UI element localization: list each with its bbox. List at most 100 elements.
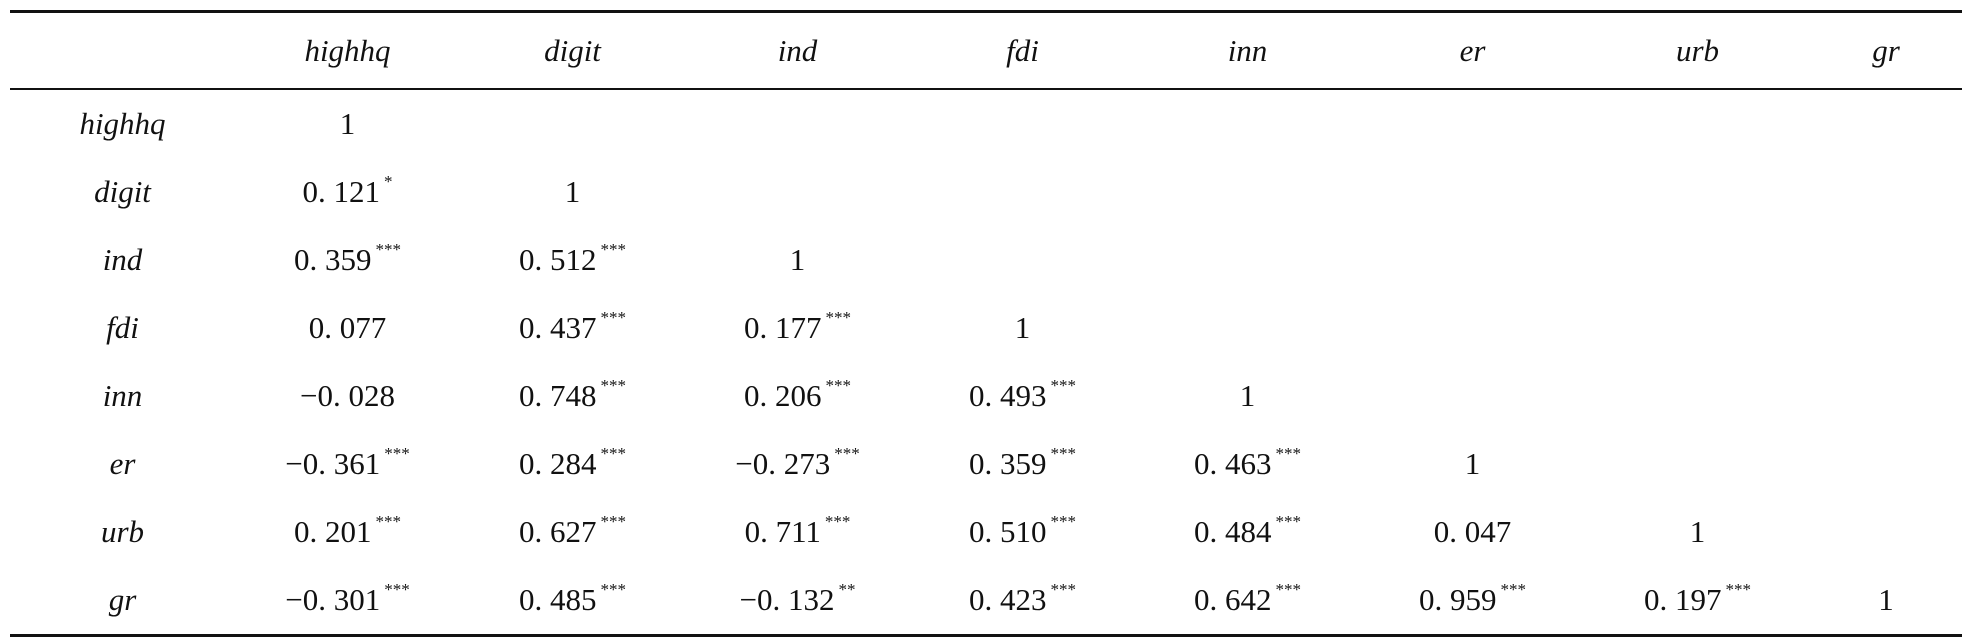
table-row: er −0. 361 *** 0. 284 *** −0. 273 *** 0. 359 ***… [10, 430, 1962, 498]
cell-value: 0. 197 [1644, 582, 1722, 617]
significance-stars: *** [600, 579, 627, 599]
table-cell: 0. 284 *** [460, 430, 685, 498]
significance-stars: *** [375, 511, 402, 531]
cell-value: 1 [789, 242, 806, 277]
cell-value: 0. 206 [744, 378, 822, 413]
cell-value: −0. 028 [300, 378, 395, 413]
header-corner-cell [10, 10, 235, 90]
cell-value: −0. 301 [285, 582, 381, 617]
significance-stars: *** [1275, 443, 1302, 463]
column-header-ind: ind [685, 10, 910, 90]
table-row: ind 0. 359 *** 0. 512 *** 1 [10, 226, 1962, 294]
table-cell: 0. 201 *** [235, 498, 460, 566]
table-cell: 1 [1135, 362, 1360, 430]
table-cell: −0. 273 *** [685, 430, 910, 498]
column-header-gr: gr [1810, 10, 1962, 90]
significance-stars: *** [1050, 443, 1077, 463]
table-cell [1135, 226, 1360, 294]
table-row: fdi 0. 077 0. 437 *** 0. 177 *** 1 [10, 294, 1962, 362]
table-cell: 0. 512 *** [460, 226, 685, 294]
significance-stars: *** [1500, 579, 1527, 599]
table-cell: 0. 047 [1360, 498, 1585, 566]
table-cell: 0. 711 *** [685, 498, 910, 566]
table-cell: 0. 493 *** [910, 362, 1135, 430]
table-cell: 0. 485 *** [460, 566, 685, 637]
table-cell: 0. 177 *** [685, 294, 910, 362]
cell-value: 0. 077 [308, 310, 387, 345]
table-cell: 0. 959 *** [1360, 566, 1585, 637]
significance-stars: *** [384, 579, 410, 599]
table-cell: 0. 627 *** [460, 498, 685, 566]
table-cell [1585, 89, 1810, 158]
table-cell [1135, 294, 1360, 362]
table-cell [1810, 294, 1962, 362]
cell-value: 0. 627 [519, 514, 597, 549]
significance-stars: *** [600, 239, 627, 259]
table-cell: 0. 121 * [235, 158, 460, 226]
cell-value: 1 [1014, 310, 1031, 345]
significance-stars: *** [375, 239, 402, 259]
table-cell: 0. 206 *** [685, 362, 910, 430]
cell-value: 1 [339, 106, 356, 141]
significance-stars: *** [1275, 579, 1302, 599]
significance-stars: * [384, 171, 393, 191]
significance-stars: *** [825, 375, 852, 395]
cell-value: 0. 177 [744, 310, 822, 345]
row-header-urb: urb [100, 514, 145, 549]
cell-value: 1 [1878, 582, 1894, 617]
cell-value: −0. 273 [735, 446, 831, 481]
table-cell [685, 89, 910, 158]
significance-stars: *** [600, 443, 627, 463]
significance-stars: *** [384, 443, 410, 463]
table-cell [1810, 158, 1962, 226]
table-cell [1585, 226, 1810, 294]
cell-value: 0. 642 [1194, 582, 1272, 617]
table-row: urb 0. 201 *** 0. 627 *** 0. 711 *** 0. 510 *** 0… [10, 498, 1962, 566]
row-header-er: er [109, 446, 136, 481]
header-row: highhq digit ind fdi inn er urb gr [10, 10, 1962, 90]
table-cell [1585, 158, 1810, 226]
significance-stars: *** [824, 511, 851, 531]
cell-value: 0. 284 [519, 446, 597, 481]
table-row: highhq 1 [10, 89, 1962, 158]
column-header-digit: digit [460, 10, 685, 90]
significance-stars: *** [1725, 579, 1752, 599]
table-cell: 0. 463 *** [1135, 430, 1360, 498]
significance-stars: *** [834, 443, 860, 463]
row-header-ind: ind [102, 242, 143, 277]
cell-value: 0. 463 [1194, 446, 1272, 481]
table-row: inn −0. 028 0. 748 *** 0. 206 *** 0. 493 *** 1 [10, 362, 1962, 430]
cell-value: 0. 121 [302, 174, 381, 209]
significance-stars: *** [1050, 579, 1077, 599]
significance-stars: ** [838, 579, 856, 599]
table-cell: 1 [1810, 566, 1962, 637]
significance-stars: *** [600, 375, 627, 395]
table-cell: 1 [1585, 498, 1810, 566]
table-header: highhq digit ind fdi inn er urb gr [10, 10, 1962, 90]
table-cell: 0. 437 *** [460, 294, 685, 362]
table-cell [1360, 294, 1585, 362]
table-cell: 0. 484 *** [1135, 498, 1360, 566]
table-cell: −0. 301 *** [235, 566, 460, 637]
significance-stars: *** [600, 511, 627, 531]
row-header-highhq: highhq [79, 106, 166, 141]
cell-value: 0. 485 [519, 582, 597, 617]
table-cell [1810, 362, 1962, 430]
table-cell: 0. 748 *** [460, 362, 685, 430]
table-cell: 0. 197 *** [1585, 566, 1810, 637]
table-cell [910, 226, 1135, 294]
table-cell: 1 [685, 226, 910, 294]
table-cell [1360, 362, 1585, 430]
cell-value: 0. 423 [969, 582, 1047, 617]
column-header-highhq: highhq [235, 10, 460, 90]
cell-value: 0. 484 [1194, 514, 1272, 549]
table-row: gr −0. 301 *** 0. 485 *** −0. 132 ** 0. 423 *** 0… [10, 566, 1962, 637]
table-cell [910, 158, 1135, 226]
cell-value: 1 [1689, 514, 1706, 549]
table-cell: −0. 028 [235, 362, 460, 430]
cell-value: 0. 493 [969, 378, 1047, 413]
table-body: highhq 1 digit 0. 121 * 1 ind 0. 359 *** 0. 512 **… [10, 89, 1962, 637]
cell-value: 1 [1464, 446, 1481, 481]
cell-value: 0. 047 [1433, 514, 1512, 549]
